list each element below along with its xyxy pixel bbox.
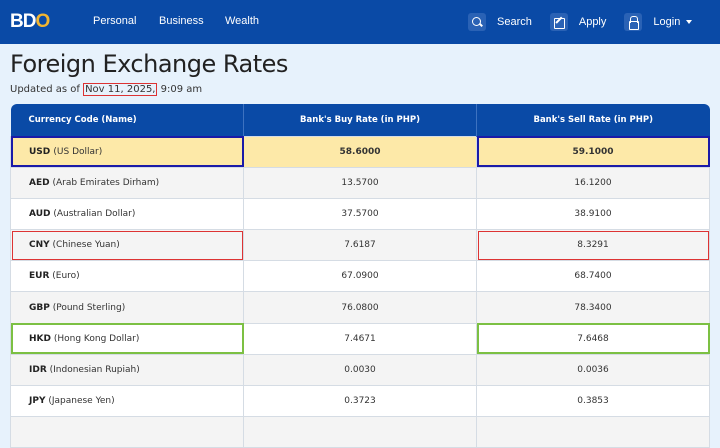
currency-code: IDR [29, 364, 47, 375]
buy-rate: 76.0800 [243, 291, 477, 324]
search-icon[interactable] [468, 13, 486, 31]
table-row: AUD (Australian Dollar) 37.5700 38.9100 [10, 197, 710, 231]
sell-rate: 68.7400 [476, 260, 710, 293]
table-row: USD (US Dollar) 58.6000 59.1000 [10, 135, 710, 168]
table-row: AED (Arab Emirates Dirham) 13.5700 16.1200 [10, 166, 710, 199]
sell-rate [476, 416, 710, 448]
buy-rate: 58.6000 [243, 135, 477, 168]
table-row: GBP (Pound Sterling) 76.0800 78.3400 [10, 291, 710, 324]
edit-icon[interactable] [549, 13, 568, 31]
buy-rate: 0.3723 [243, 384, 477, 418]
currency-cell: AUD (Australian Dollar) [10, 197, 244, 231]
currency-cell [10, 416, 244, 448]
bdo-logo[interactable]: BDO [10, 11, 50, 32]
top-nav: BDO Personal Business Wealth Search Appl… [0, 0, 720, 44]
nav-business[interactable]: Business [159, 15, 204, 27]
sell-rate: 59.1000 [476, 135, 710, 168]
buy-rate: 37.5700 [243, 197, 477, 231]
currency-cell: JPY (Japanese Yen) [10, 384, 244, 418]
updated-date: Nov 11, 2025, [83, 83, 158, 96]
sell-rate: 0.0036 [476, 353, 710, 387]
chevron-down-icon[interactable] [686, 20, 693, 24]
currency-name: (Euro) [52, 271, 80, 282]
currency-cell: USD (US Dollar) [10, 135, 244, 168]
table-row: EUR (Euro) 67.0900 68.7400 [10, 260, 710, 293]
updated-prefix: Updated as of [10, 84, 84, 95]
currency-cell: IDR (Indonesian Rupiah) [10, 353, 244, 387]
currency-code: AED [29, 177, 50, 188]
buy-rate: 7.6187 [243, 229, 477, 262]
header-sell: Bank's Sell Rate (in PHP) [476, 104, 710, 136]
currency-name: (Hong Kong Dollar) [53, 333, 140, 344]
buy-rate: 0.0030 [243, 353, 477, 387]
sell-rate: 78.3400 [476, 291, 710, 324]
lock-icon[interactable] [624, 13, 643, 31]
currency-name: (Indonesian Rupiah) [49, 364, 140, 375]
currency-name: (Arab Emirates Dirham) [52, 177, 160, 188]
currency-code: JPY [29, 396, 46, 407]
currency-code: EUR [29, 271, 50, 282]
currency-code: CNY [29, 240, 50, 251]
sell-rate: 8.3291 [476, 229, 710, 262]
currency-name: (Chinese Yuan) [52, 240, 120, 251]
table-row: HKD (Hong Kong Dollar) 7.4671 7.6468 [10, 322, 710, 355]
updated-text: Updated as of Nov 11, 2025, 9:09 am [10, 83, 202, 96]
header-currency: Currency Code (Name) [10, 104, 244, 136]
currency-code: USD [29, 146, 51, 157]
buy-rate: 67.0900 [243, 260, 477, 293]
currency-name: (Pound Sterling) [52, 302, 126, 313]
currency-cell: CNY (Chinese Yuan) [10, 229, 244, 262]
currency-cell: AED (Arab Emirates Dirham) [10, 166, 244, 199]
table-row: IDR (Indonesian Rupiah) 0.0030 0.0036 [10, 353, 710, 387]
currency-name: (Australian Dollar) [53, 208, 136, 219]
sell-rate: 7.6468 [476, 322, 710, 355]
page-title: Foreign Exchange Rates [10, 50, 288, 78]
currency-code: AUD [29, 208, 51, 219]
currency-cell: HKD (Hong Kong Dollar) [10, 322, 244, 355]
currency-cell: EUR (Euro) [10, 260, 244, 293]
sell-rate: 0.3853 [476, 384, 710, 418]
currency-name: (US Dollar) [53, 146, 103, 157]
updated-time: 9:09 am [157, 84, 203, 95]
nav-personal[interactable]: Personal [93, 15, 137, 27]
buy-rate [243, 416, 477, 448]
header-buy: Bank's Buy Rate (in PHP) [243, 104, 477, 136]
table-row [10, 416, 710, 448]
table-row: CNY (Chinese Yuan) 7.6187 8.3291 [10, 229, 710, 262]
login-button[interactable]: Login [653, 16, 681, 28]
table-row: JPY (Japanese Yen) 0.3723 0.3853 [10, 384, 710, 418]
currency-code: HKD [29, 333, 51, 344]
rates-table: Currency Code (Name) Bank's Buy Rate (in… [10, 104, 710, 448]
sell-rate: 16.1200 [476, 166, 710, 199]
currency-code: GBP [29, 302, 50, 313]
nav-wealth[interactable]: Wealth [225, 15, 260, 27]
currency-name: (Japanese Yen) [48, 396, 115, 407]
buy-rate: 7.4671 [243, 322, 477, 355]
nav-actions: Search Apply Login [468, 12, 693, 32]
buy-rate: 13.5700 [243, 166, 477, 199]
sell-rate: 38.9100 [476, 197, 710, 231]
apply-button[interactable]: Apply [578, 16, 607, 28]
currency-cell: GBP (Pound Sterling) [10, 291, 244, 324]
search-button[interactable]: Search [497, 16, 532, 28]
